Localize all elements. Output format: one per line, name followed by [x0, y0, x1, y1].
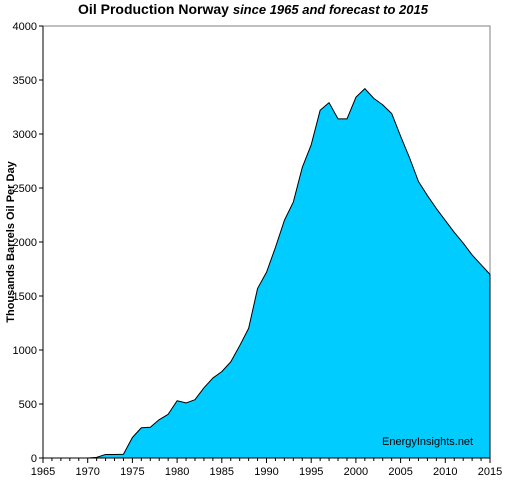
y-tick-label: 2500	[13, 183, 37, 195]
x-tick-label: 2000	[344, 466, 368, 478]
y-tick-label: 1000	[13, 345, 37, 357]
chart-title-main: Oil Production Norway	[78, 1, 229, 17]
y-tick-label: 0	[31, 453, 37, 465]
axis-layer	[39, 25, 491, 463]
chart-subtitle: since 1965 and forecast to 2015	[232, 2, 428, 17]
watermark-annotation: EnergyInsights.net	[382, 436, 473, 448]
tick-labels: 0 500 1000 1500 2000 2500 3000 3500 4000 1965 1970…	[13, 21, 503, 478]
x-tick-label: 1990	[254, 466, 278, 478]
y-tick-label: 4000	[13, 21, 37, 33]
x-tick-label: 2010	[433, 466, 457, 478]
x-tick-label: 1965	[31, 466, 55, 478]
area-series-production	[42, 88, 491, 459]
y-tick-label: 2000	[13, 237, 37, 249]
area-layer	[42, 88, 491, 459]
x-tick-label: 1985	[210, 466, 234, 478]
y-tick-label: 3500	[13, 75, 37, 87]
x-tick-label: 1970	[75, 466, 99, 478]
x-tick-label: 1975	[120, 466, 144, 478]
y-tick-label: 3000	[13, 129, 37, 141]
chart-title: Oil Production Norway since 1965 and for…	[0, 1, 506, 17]
x-tick-label: 1995	[299, 466, 323, 478]
x-tick-label: 1980	[165, 466, 189, 478]
x-tick-label: 2015	[478, 466, 502, 478]
y-tick-label: 1500	[13, 291, 37, 303]
y-tick-label: 500	[19, 399, 37, 411]
x-tick-label: 2005	[388, 466, 412, 478]
